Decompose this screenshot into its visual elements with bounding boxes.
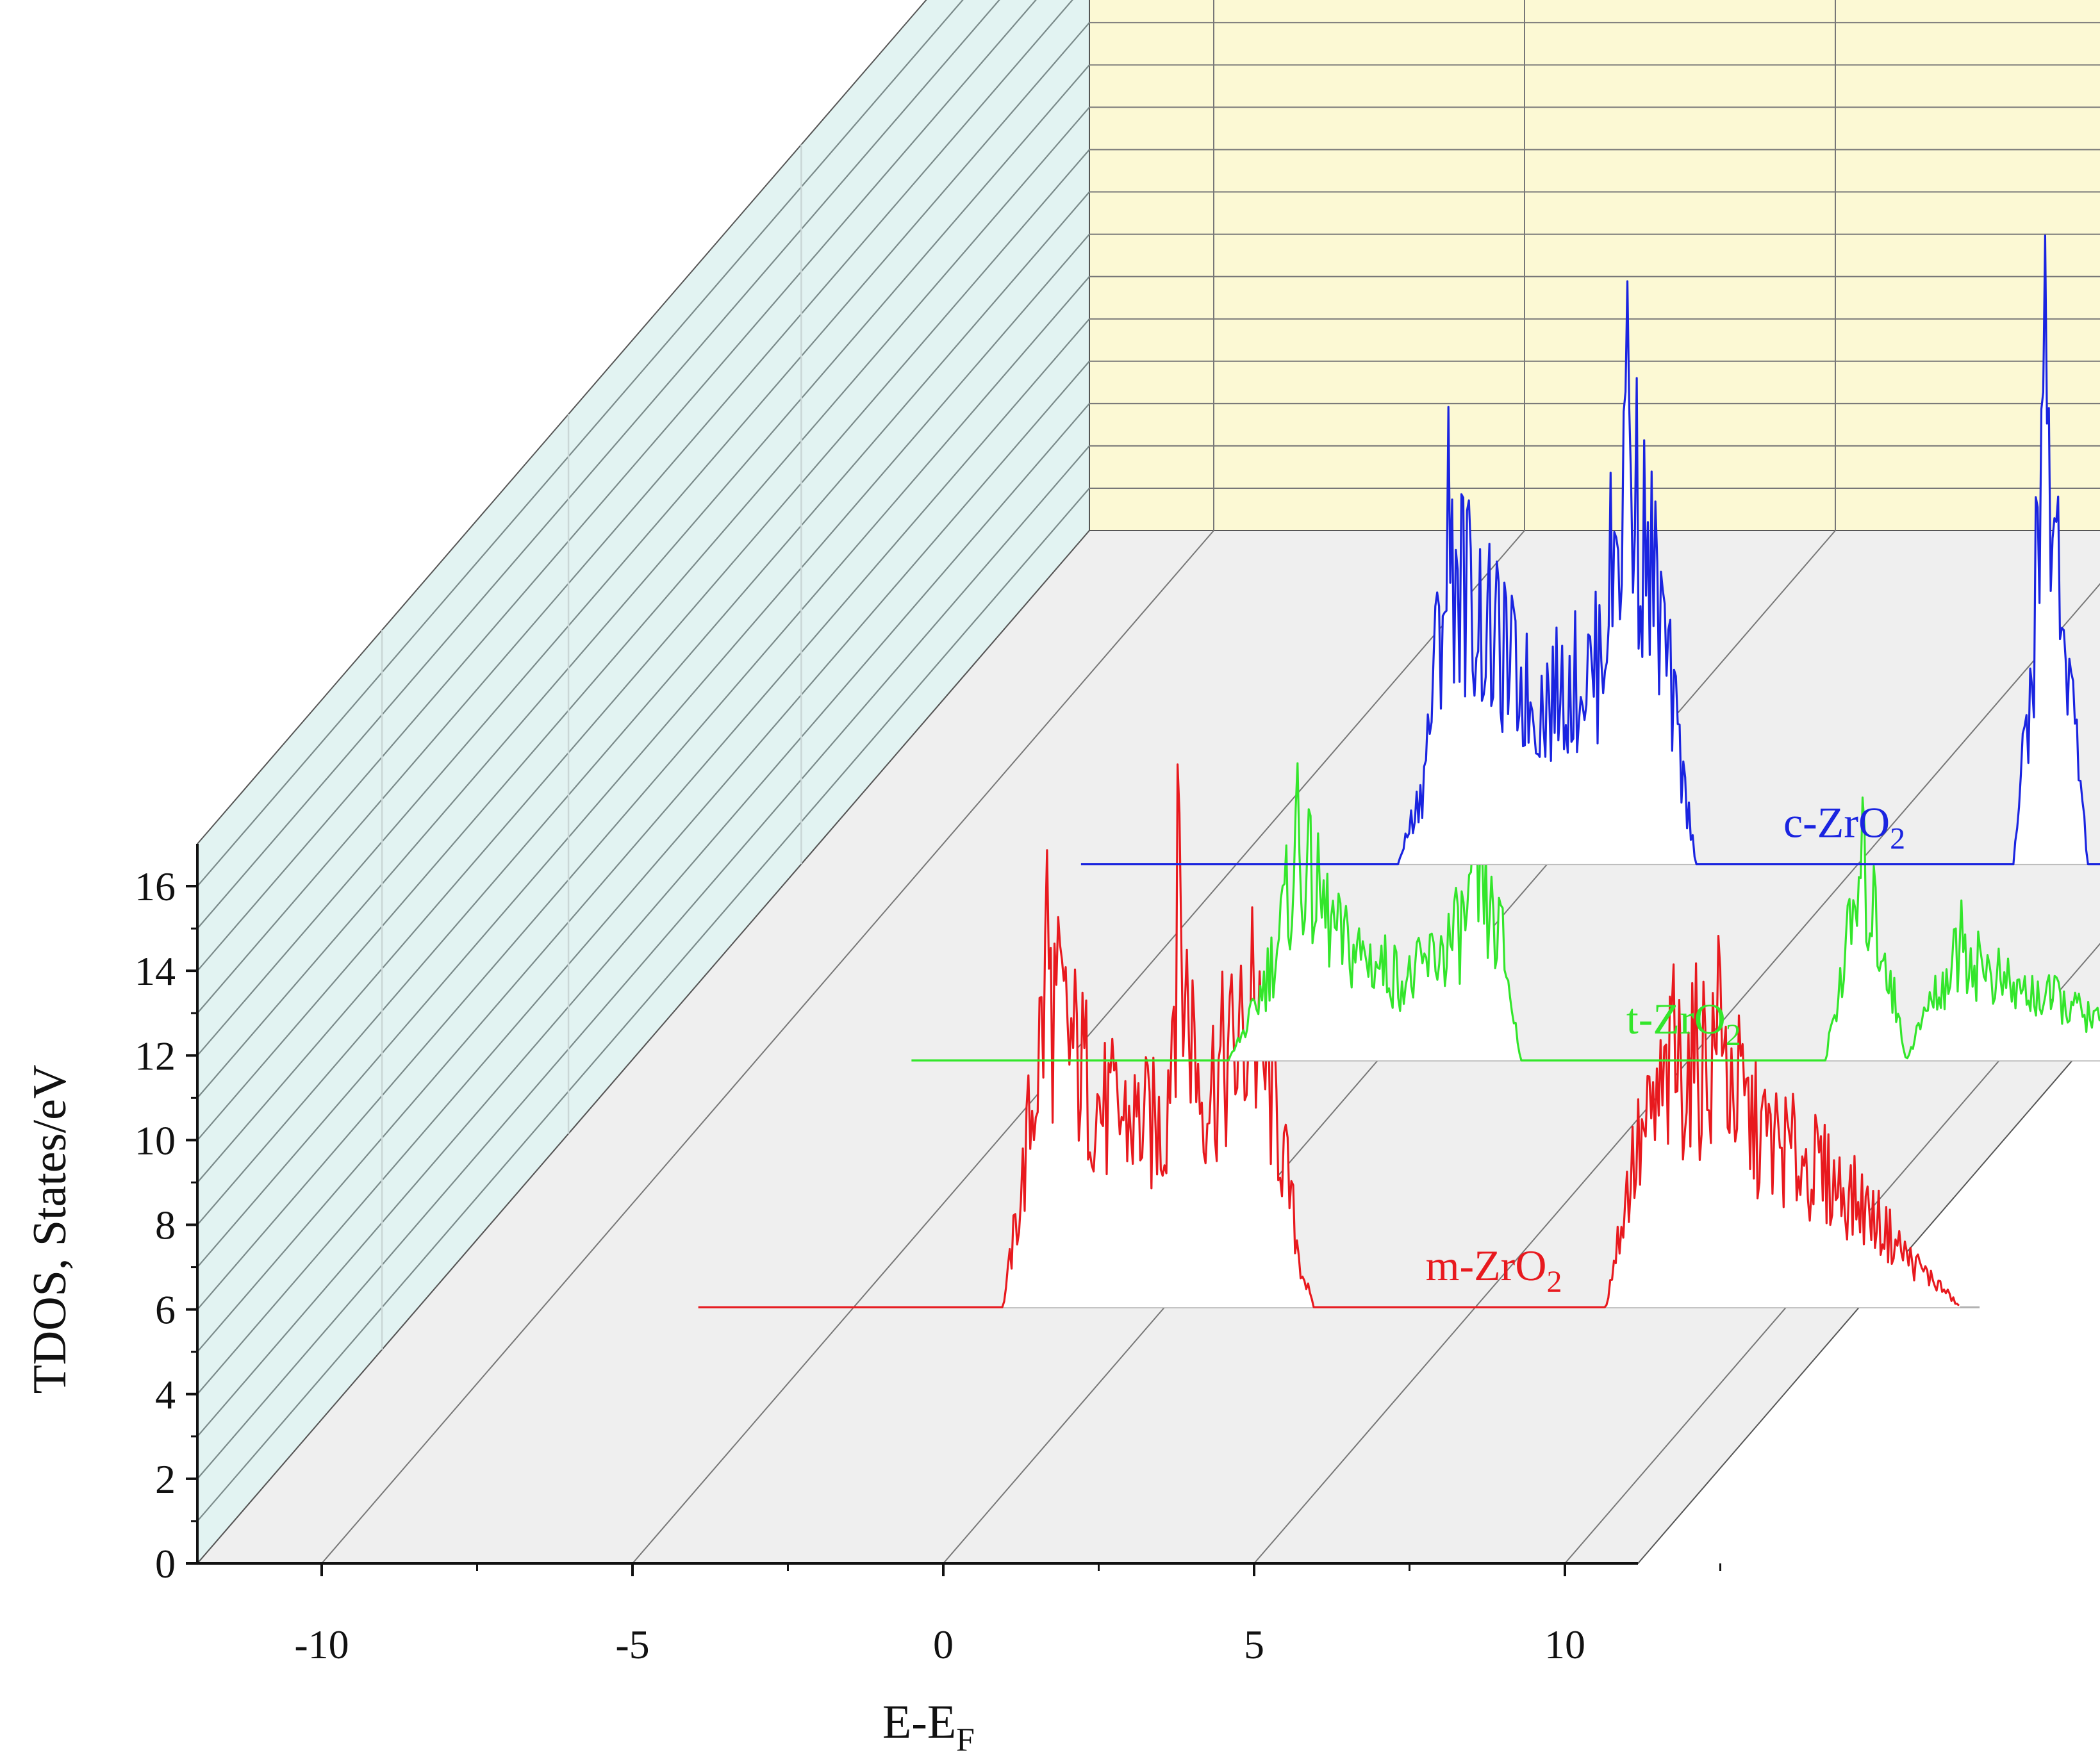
side-wall-gridline <box>197 361 1090 1395</box>
y-tick-label: 4 <box>155 1372 176 1417</box>
x-tick-label: 10 <box>1544 1622 1585 1667</box>
side-wall-gridline <box>197 233 1090 1268</box>
side-wall-gridline <box>197 445 1090 1479</box>
series-line <box>1080 235 2100 866</box>
x-axis-title: E-EF <box>882 1696 975 1755</box>
side-wall-gridline <box>197 403 1090 1437</box>
y-axis-title: TDOS, States/eV <box>24 1065 76 1394</box>
side-wall-gridline <box>197 276 1090 1310</box>
x-tick-label: -5 <box>615 1622 649 1667</box>
series-label: m-ZrO2 <box>1426 1241 1562 1299</box>
y-tick-label: 2 <box>155 1456 176 1502</box>
y-tick-label: 16 <box>135 864 176 909</box>
side-wall-gridline <box>197 0 1073 1014</box>
chart-series <box>698 235 2100 1308</box>
side-wall-gridline <box>197 318 1090 1353</box>
y-tick-label: 12 <box>135 1033 176 1078</box>
side-wall-gridline <box>197 0 1037 971</box>
x-tick-label: -10 <box>294 1622 349 1667</box>
y-tick-label: 10 <box>135 1117 176 1163</box>
side-wall-gridline <box>197 0 1000 929</box>
chart-grid <box>197 0 2100 1564</box>
back-wall <box>1089 0 2100 531</box>
floor-gridline <box>632 530 1525 1564</box>
side-wall-gridline <box>197 149 1090 1183</box>
floor-gridline <box>1253 582 2100 1564</box>
chart-labels: m-ZrO2 t-ZrO2 c-ZrO2 E-EF TDOS, States/eV <box>24 798 1905 1755</box>
chart-axes: 0 2 4 6 8 10 12 14 16 -10 -5 0 5 10 <box>135 844 1721 1667</box>
y-tick-label: 8 <box>155 1203 176 1248</box>
y-tick-label: 14 <box>135 948 176 994</box>
x-tick-label: 0 <box>933 1622 954 1667</box>
y-tick-label: 0 <box>155 1541 176 1586</box>
series-line <box>698 763 1960 1308</box>
side-wall-gridline <box>197 64 1090 1099</box>
series-label: c-ZrO2 <box>1783 798 1905 856</box>
x-tick-label: 5 <box>1244 1622 1264 1667</box>
side-wall-gridline <box>197 22 1090 1057</box>
series-label: t-ZrO2 <box>1626 994 1741 1052</box>
series-fill <box>911 763 2100 1060</box>
side-wall-gridline <box>197 106 1090 1141</box>
y-tick-label: 6 <box>155 1287 176 1333</box>
series-line <box>911 762 2100 1062</box>
series-fill <box>698 764 1960 1308</box>
floor-gridline <box>321 530 1214 1564</box>
side-wall-gridline <box>197 0 964 887</box>
series-fill <box>1080 235 2100 864</box>
side-wall-gridline <box>197 191 1090 1226</box>
side-wall-gridline <box>197 488 1090 1522</box>
